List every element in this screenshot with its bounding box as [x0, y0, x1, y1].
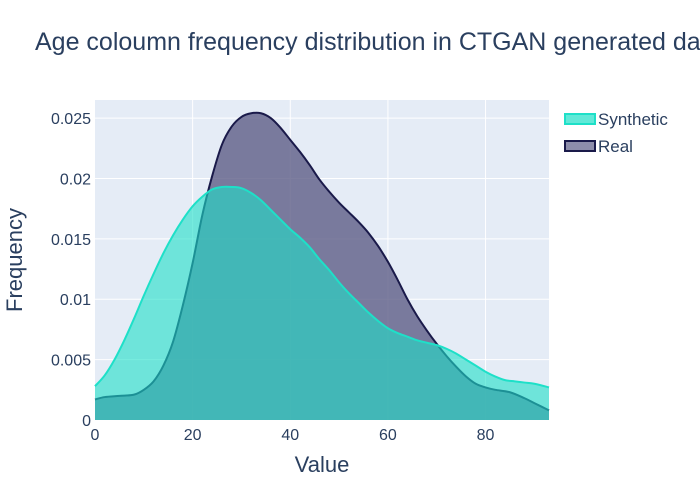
y-tick-label: 0.005 — [51, 353, 91, 370]
legend-item-real[interactable]: Real — [564, 137, 633, 156]
y-tick-label: 0.025 — [51, 111, 91, 128]
y-tick-label: 0 — [82, 413, 91, 430]
y-tick-label: 0.015 — [51, 232, 91, 249]
legend-swatch-synthetic — [564, 113, 596, 125]
legend: Synthetic Real — [564, 110, 668, 156]
x-axis-ticks: 0 20 40 60 80 — [91, 427, 495, 444]
legend-swatch-real — [564, 140, 596, 152]
x-tick-label: 80 — [477, 427, 495, 444]
y-axis-ticks: 0 0.005 0.01 0.015 0.02 0.025 — [51, 111, 91, 430]
series-layer — [94, 111, 550, 420]
x-axis-title: Value — [295, 452, 350, 477]
series-area-synthetic — [95, 186, 549, 420]
y-tick-label: 0.02 — [60, 171, 91, 188]
legend-label-synthetic: Synthetic — [598, 110, 668, 129]
x-tick-label: 40 — [281, 427, 299, 444]
legend-item-synthetic[interactable]: Synthetic — [564, 110, 668, 129]
chart-title: Age coloumn frequency distribution in CT… — [35, 28, 700, 56]
x-tick-label: 20 — [184, 427, 202, 444]
x-tick-label: 0 — [91, 427, 100, 444]
series-line-synthetic — [94, 185, 550, 389]
x-tick-label: 60 — [379, 427, 397, 444]
y-axis-title: Frequency — [2, 208, 27, 312]
legend-label-real: Real — [598, 137, 633, 156]
y-tick-label: 0.01 — [60, 292, 91, 309]
